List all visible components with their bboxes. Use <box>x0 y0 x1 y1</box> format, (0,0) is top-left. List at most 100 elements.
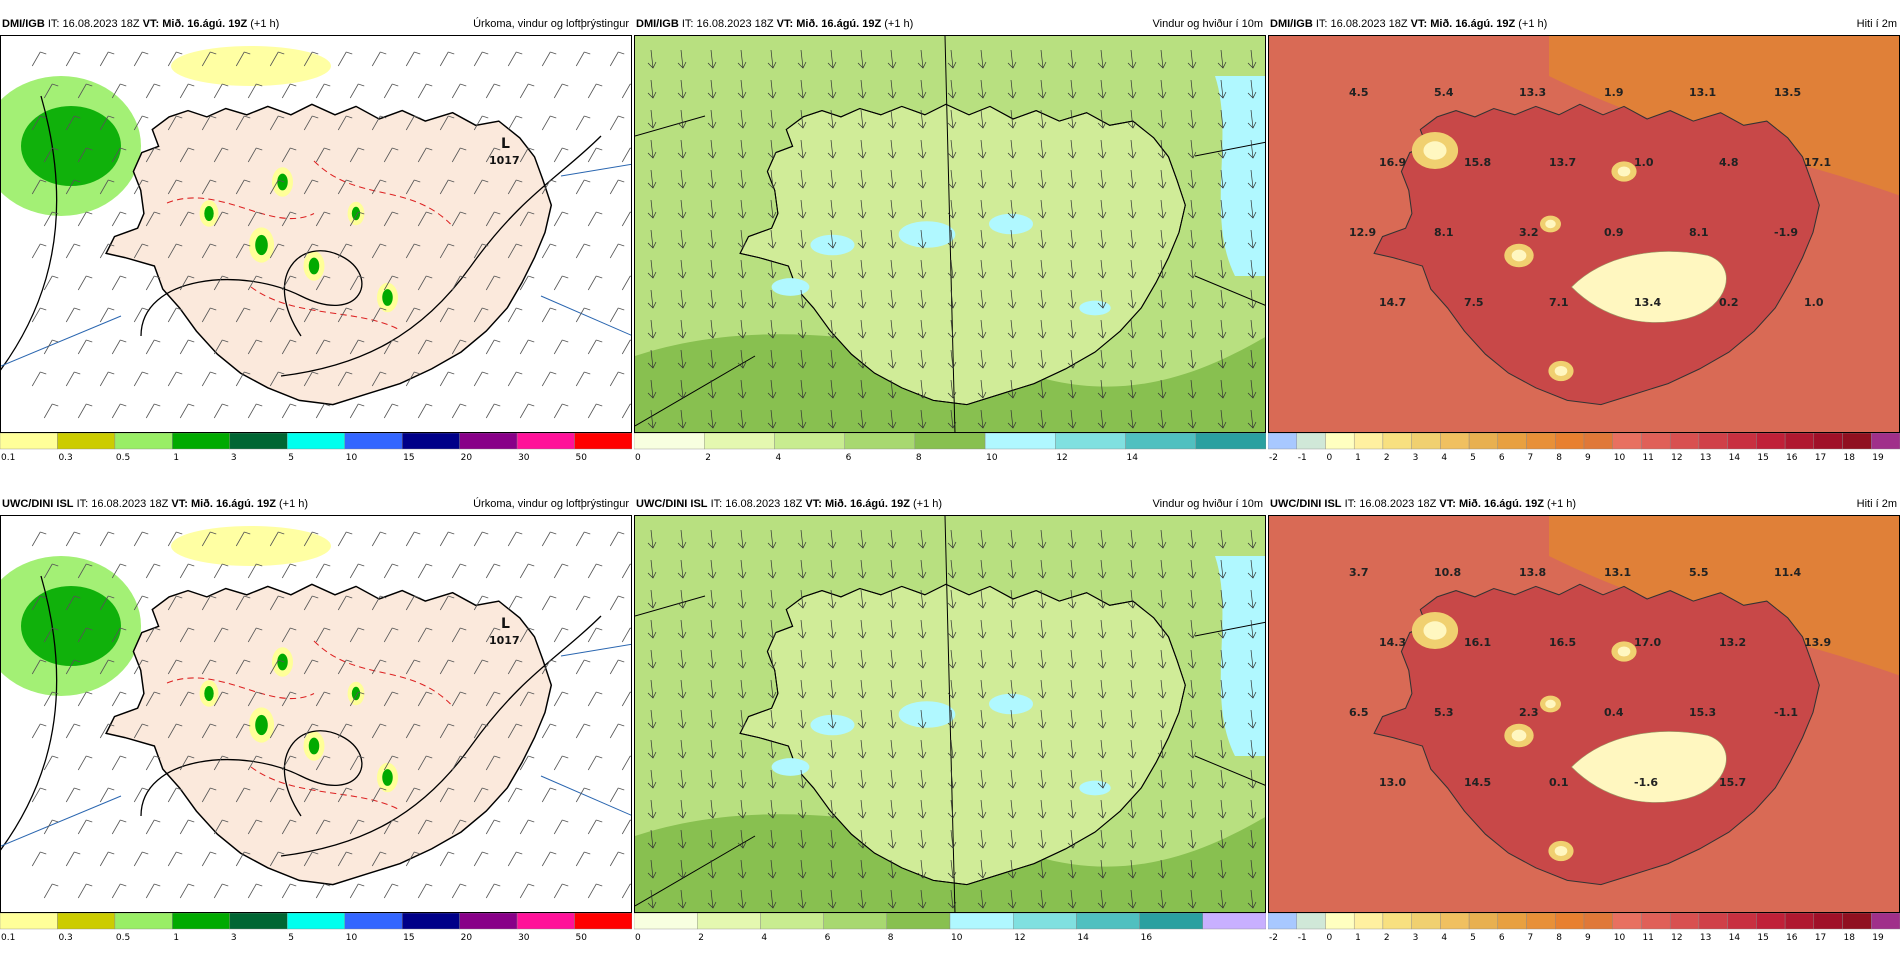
colorbar-tick: 0.1 <box>1 453 15 463</box>
colorbar-tick: 17 <box>1815 933 1826 943</box>
temperature-value: 15.3 <box>1689 706 1716 719</box>
wind-map[interactable] <box>634 515 1266 913</box>
model-name: DMI/IGB <box>1270 18 1313 30</box>
colorbar-swatch <box>172 913 231 930</box>
colorbar-swatch <box>114 433 173 450</box>
valid-time: Mið. 16.ágú. 19Z <box>796 18 882 30</box>
colorbar-tick: 5 <box>1470 453 1476 463</box>
colorbar-swatch <box>344 433 403 450</box>
temp-map[interactable]: 4.5 5.4 13.3 1.9 13.1 13.5 16.9 15.8 13.7 1.0 4.8 1… <box>1268 35 1900 433</box>
colorbar-tick: 1 <box>1355 453 1361 463</box>
low-pressure-value: 1017 <box>489 634 520 647</box>
wind-map[interactable] <box>634 35 1266 433</box>
temperature-value: 1.0 <box>1634 156 1654 169</box>
colorbar-swatch <box>984 433 1056 450</box>
colorbar-swatch <box>1813 913 1843 930</box>
colorbar-tick: 10 <box>951 933 963 943</box>
colorbar-tick: 8 <box>916 453 922 463</box>
colorbar-tick: 7 <box>1528 453 1534 463</box>
colorbar-swatch <box>1411 913 1441 930</box>
temperature-value: 4.5 <box>1349 86 1369 99</box>
colorbar-swatch <box>1076 913 1140 930</box>
panel-wind-row2: UWC/DINI ISL IT: 16.08.2023 18Z VT: Mið.… <box>634 493 1266 963</box>
colorbar-tick: 2 <box>705 453 711 463</box>
colorbar-swatch <box>1612 913 1642 930</box>
colorbar-swatch <box>1698 913 1728 930</box>
colorbar-swatch <box>1641 913 1671 930</box>
temperature-value: 14.5 <box>1464 776 1491 789</box>
temperature-value: 5.4 <box>1434 86 1454 99</box>
colorbar-tick: 6 <box>825 933 831 943</box>
temperature-value: 6.5 <box>1349 706 1369 719</box>
colorbar-tick: 30 <box>518 933 530 943</box>
temperature-value: 13.7 <box>1549 156 1576 169</box>
lead-time: (+1 h) <box>278 498 309 510</box>
colorbar-tick: 17 <box>1815 453 1826 463</box>
colorbar-tick: 0 <box>635 453 641 463</box>
colorbar-swatch <box>459 433 518 450</box>
colorbar-swatch <box>459 913 518 930</box>
colorbar-swatch <box>1727 433 1757 450</box>
colorbar-tick: 7 <box>1528 933 1534 943</box>
temperature-value: -1.9 <box>1774 226 1798 239</box>
temp-colorbar: -2 -1 0 1 2 3 4 5 6 7 8 9 10 11 12 13 14 15 16 17 18 19 <box>1268 913 1900 943</box>
valid-label: VT: <box>142 18 160 30</box>
colorbar-swatch <box>1756 913 1786 930</box>
colorbar-swatch <box>914 433 986 450</box>
temperature-value: -1.6 <box>1634 776 1658 789</box>
colorbar-swatch <box>1526 913 1556 930</box>
colorbar-swatch <box>1583 433 1613 450</box>
colorbar-swatch <box>1296 913 1326 930</box>
colorbar-tick: 9 <box>1585 453 1591 463</box>
precip-map[interactable]: L 1017 <box>0 515 632 913</box>
panel-title: DMI/IGB IT: 16.08.2023 18Z VT: Mið. 16.á… <box>634 13 1266 35</box>
temperature-value: 2.3 <box>1519 706 1539 719</box>
colorbar-tick: 15 <box>1757 453 1768 463</box>
lead-time: (+1 h) <box>912 498 943 510</box>
lead-time: (+1 h) <box>1518 18 1548 30</box>
colorbar-tick: 6 <box>846 453 852 463</box>
panel-title: UWC/DINI ISL IT: 16.08.2023 18Z VT: Mið.… <box>634 493 1266 515</box>
colorbar-swatch <box>1669 913 1700 930</box>
colorbar-tick: 5 <box>288 933 294 943</box>
colorbar-swatch <box>1784 433 1815 450</box>
issue-time: 16.08.2023 18Z <box>696 18 774 30</box>
colorbar-swatch <box>1353 913 1384 930</box>
temperature-value: 14.7 <box>1379 296 1406 309</box>
colorbar-swatch <box>1125 433 1196 450</box>
temperature-value: 0.1 <box>1549 776 1569 789</box>
colorbar-swatch <box>574 433 632 450</box>
colorbar-swatch <box>1526 433 1556 450</box>
field-name: Hiti í 2m <box>1856 18 1897 30</box>
temperature-value: 1.0 <box>1804 296 1824 309</box>
colorbar-tick: 11 <box>1642 453 1653 463</box>
colorbar-swatch <box>1468 913 1499 930</box>
colorbar-tick: 12 <box>1671 453 1682 463</box>
temperature-value: 1.9 <box>1604 86 1624 99</box>
colorbar-tick: 5 <box>1470 933 1476 943</box>
valid-time: Mið. 16.ágú. 19Z <box>824 498 910 510</box>
colorbar-tick: 4 <box>1441 933 1447 943</box>
colorbar-swatch <box>1871 433 1900 450</box>
colorbar-tick: 0 <box>635 933 641 943</box>
colorbar-swatch <box>760 913 824 930</box>
colorbar-tick: 4 <box>775 453 781 463</box>
temp-map[interactable]: 3.7 10.8 13.8 13.1 5.5 11.4 14.3 16.1 16.5 17.0 13… <box>1268 515 1900 913</box>
colorbar-swatch <box>1871 913 1900 930</box>
issue-label: IT: <box>47 18 60 30</box>
colorbar-swatch <box>774 433 845 450</box>
colorbar-swatch <box>1497 433 1527 450</box>
panel-title: DMI/IGB IT: 16.08.2023 18Z VT: Mið. 16.á… <box>0 13 632 35</box>
colorbar-tick: 18 <box>1844 453 1856 463</box>
precip-map[interactable]: L 1017 <box>0 35 632 433</box>
panel-title: DMI/IGB IT: 16.08.2023 18Z VT: Mið. 16.á… <box>1268 13 1900 35</box>
valid-label: VT: <box>805 498 822 510</box>
colorbar-swatch <box>1784 913 1815 930</box>
low-pressure-letter: L <box>501 136 510 152</box>
colorbar-tick: 15 <box>403 453 414 463</box>
valid-time: Mið. 16.ágú. 19Z <box>1458 498 1544 510</box>
colorbar-tick: 0.3 <box>58 933 72 943</box>
temperature-value: 3.2 <box>1519 226 1539 239</box>
colorbar-tick: 19 <box>1872 453 1884 463</box>
issue-time: 16.08.2023 18Z <box>62 18 140 30</box>
